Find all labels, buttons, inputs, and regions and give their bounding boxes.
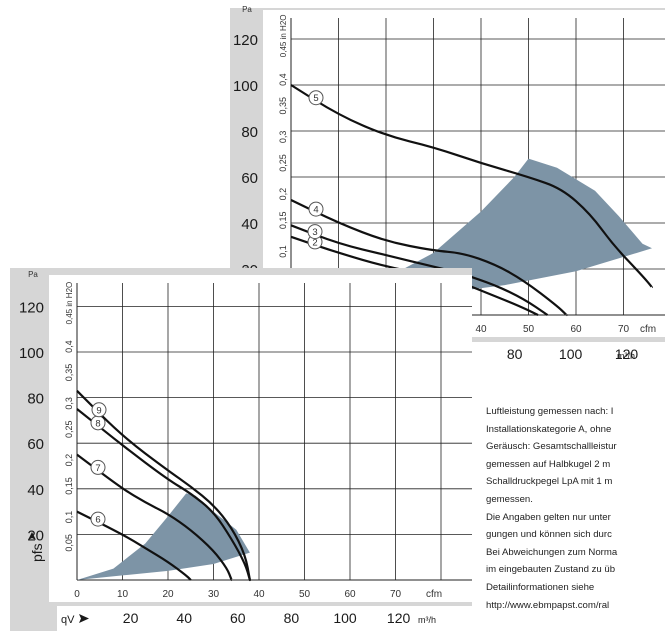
x-m3h-tick-label: 80 <box>507 346 523 362</box>
y-inh2o-tick-label: 0,1 <box>64 511 74 524</box>
y-inh2o-tick-label: 0,2 <box>278 188 288 201</box>
note-line: gemessen. <box>486 493 533 505</box>
top-chart: 1234520406080100120Pa0,050,10,150,20,250… <box>230 5 665 368</box>
series-9-curve <box>76 390 251 582</box>
x-axis-label: qV <box>61 614 75 626</box>
y-inh2o-tick-label: 0,4 <box>64 340 74 353</box>
note-line: Geräusch: Gesamtschallleistur <box>486 441 617 453</box>
series-4-label: 4 <box>313 205 318 216</box>
m3h-axis-band <box>57 606 472 631</box>
y-pa-tick-label: 60 <box>27 436 44 453</box>
series-9-marker <box>91 402 107 418</box>
x-m3h-tick-label: 120 <box>387 610 411 626</box>
series-7-marker <box>90 459 106 475</box>
note-line: im eingebauten Zustand zu üb <box>486 564 616 576</box>
x-cfm-tick-label: 40 <box>475 324 487 335</box>
series-6-label: 6 <box>95 515 100 526</box>
y-pa-tick-label: 120 <box>233 32 258 49</box>
x-m3h-unit: m³/h <box>617 351 635 361</box>
x-cfm-tick-label: 10 <box>117 589 129 600</box>
y-axis-label: pfs <box>29 543 45 562</box>
y-inh2o-tick-label: 0,25 <box>64 420 74 438</box>
series-9-label: 9 <box>96 405 101 416</box>
y-inh2o-tick-label: 0,1 <box>278 245 288 258</box>
y-inh2o-tick-label: 0,05 <box>64 534 74 552</box>
x-cfm-tick-label: 40 <box>253 589 265 600</box>
y-pa-unit: Pa <box>242 5 252 14</box>
x-cfm-tick-label: 60 <box>344 589 356 600</box>
note-line: Luftleistung gemessen nach: I <box>486 406 614 417</box>
x-m3h-unit: m³/h <box>418 615 436 625</box>
y-inh2o-tick-label: 0,3 <box>64 397 74 410</box>
series-7-label: 7 <box>95 463 100 474</box>
y-inh2o-tick-label: 0,25 <box>278 154 288 172</box>
y-pa-tick-label: 80 <box>27 391 44 408</box>
y-pa-tick-label: 60 <box>241 170 258 187</box>
y-pa-tick-label: 80 <box>241 124 258 141</box>
y-inh2o-tick-label: 0,15 <box>278 212 288 230</box>
note-line: gungen und können sich durc <box>486 529 612 541</box>
note-line: Installationskategorie A, ohne <box>486 423 612 435</box>
operating-region <box>305 158 652 311</box>
note-line: Schalldruckpegel LpA mit 1 m <box>486 476 613 488</box>
bottom-chart: 678920406080100120Pa0,050,10,150,20,250,… <box>10 268 472 631</box>
x-cfm-tick-label: 20 <box>162 589 174 600</box>
x-m3h-tick-label: 40 <box>176 610 192 626</box>
x-m3h-tick-label: 100 <box>559 346 583 362</box>
note-line: gemessen auf Halbkugel 2 m <box>486 458 611 470</box>
plot-area <box>49 275 472 602</box>
series-8-label: 8 <box>95 418 100 429</box>
series-3-marker <box>307 224 323 240</box>
series-7-curve <box>76 453 233 582</box>
x-cfm-tick-label: 70 <box>390 589 402 600</box>
series-8-curve <box>76 408 251 581</box>
y-pa-tick-label: 40 <box>27 482 44 499</box>
y-pa-tick-label: 100 <box>233 78 258 95</box>
y-pa-unit: Pa <box>28 270 38 279</box>
series-3-label: 3 <box>312 227 317 238</box>
y-inh2o-tick-label: 0,3 <box>278 131 288 144</box>
y-inh2o-tick-label: 0,35 <box>64 364 74 382</box>
y-inh2o-tick-label: 0,15 <box>64 477 74 495</box>
x-cfm-tick-label: 0 <box>74 589 80 600</box>
x-cfm-unit: cfm <box>426 589 442 600</box>
y-pa-tick-label: 40 <box>241 216 258 233</box>
note-line: http://www.ebmpapst.com/ral <box>486 599 610 611</box>
y-inh2o-tick-label: 0,2 <box>64 454 74 467</box>
x-m3h-tick-label: 80 <box>284 610 300 626</box>
note-line: Detailinformationen siehe <box>486 581 595 593</box>
x-cfm-tick-label: 70 <box>618 324 630 335</box>
x-m3h-tick-label: 20 <box>123 610 139 626</box>
series-5-curve <box>290 84 654 289</box>
x-m3h-tick-label: 60 <box>230 610 246 626</box>
x-axis-arrow <box>79 614 89 623</box>
x-cfm-tick-label: 30 <box>208 589 220 600</box>
y-pa-tick-label: 20 <box>27 527 44 544</box>
x-cfm-tick-label: 50 <box>523 324 535 335</box>
y-pa-tick-label: 100 <box>19 345 44 362</box>
series-2-label: 2 <box>312 237 317 248</box>
y-inh2o-tick-label: 0,35 <box>278 97 288 115</box>
series-4-curve <box>290 199 568 317</box>
x-cfm-unit: cfm <box>640 324 656 335</box>
y-inh2o-tick-label: 0,45 in H2O <box>65 282 74 325</box>
operating-region <box>77 493 250 580</box>
x-m3h-tick-label: 120 <box>615 346 639 362</box>
note-line: Die Angaben gelten nur unter <box>486 511 611 523</box>
y-pa-tick-label: 120 <box>19 299 44 316</box>
series-5-marker <box>308 90 324 106</box>
y-inh2o-tick-label: 0,45 in H2O <box>279 14 288 57</box>
note-line: Bei Abweichungen zum Norma <box>486 546 618 558</box>
series-4-marker <box>308 201 324 217</box>
series-5-label: 5 <box>313 93 318 104</box>
series-6-marker <box>90 511 106 527</box>
x-cfm-tick-label: 50 <box>299 589 311 600</box>
y-inh2o-tick-label: 0,4 <box>278 73 288 86</box>
notes-text: Luftleistung gemessen nach: I Installati… <box>486 403 665 631</box>
x-cfm-tick-label: 60 <box>570 324 582 335</box>
x-m3h-tick-label: 100 <box>333 610 357 626</box>
y-axis-arrow <box>28 532 36 540</box>
